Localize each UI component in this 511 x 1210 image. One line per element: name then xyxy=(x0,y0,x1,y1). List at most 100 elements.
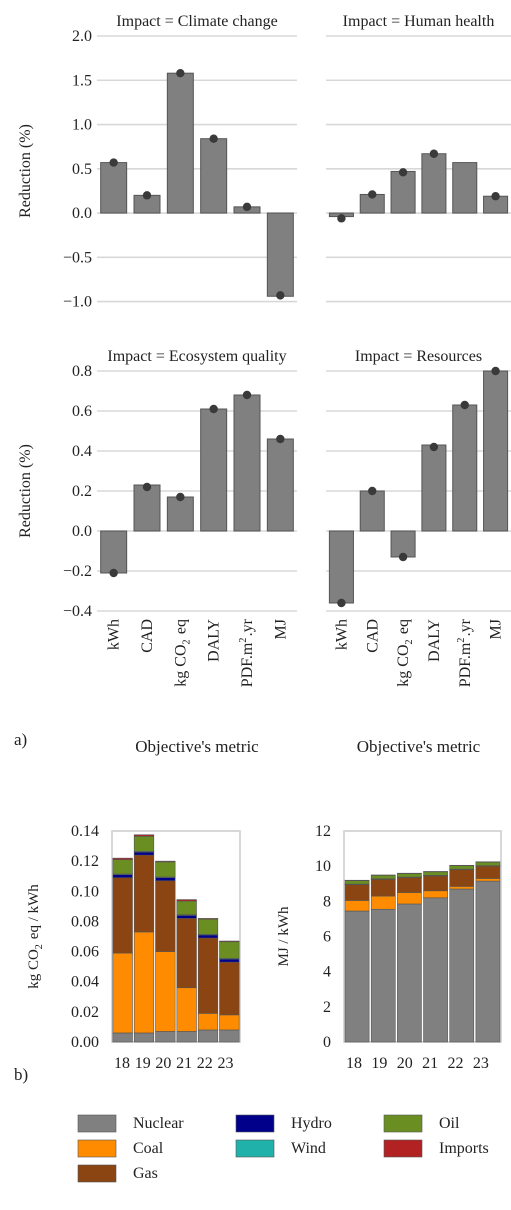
stack-segment xyxy=(197,934,219,939)
point-marker xyxy=(337,598,346,608)
x-tick-label: 19 xyxy=(371,1055,387,1072)
stack-segment xyxy=(176,915,197,919)
x-tick-label: 21 xyxy=(422,1055,438,1072)
x-tick-label: kg CO2 eq xyxy=(172,619,192,687)
stack-segment xyxy=(133,834,155,837)
stack-segment xyxy=(344,900,370,912)
stack-segment xyxy=(370,879,396,897)
text-layer: Impact = Climate change 2.0 1.5 1.0 0.5 0.0 −0… xyxy=(17,13,505,1072)
bar xyxy=(328,530,354,604)
bar xyxy=(133,484,161,532)
bar xyxy=(100,530,128,574)
y-tick-label: 0.06 xyxy=(71,944,99,961)
x-tick-label: 19 xyxy=(135,1055,151,1072)
bar xyxy=(359,490,385,532)
point-marker xyxy=(242,202,252,212)
x-tick-label: CAD xyxy=(139,619,156,653)
legend-label: Imports xyxy=(439,1140,489,1157)
stack-segment xyxy=(475,878,501,882)
frame-layer xyxy=(111,830,502,1043)
stack-segment xyxy=(423,871,448,876)
stack-segment xyxy=(219,958,240,963)
point-marker xyxy=(429,149,439,158)
bar xyxy=(200,408,228,532)
y-tick-label: 1.0 xyxy=(72,117,92,134)
x-tick-label: 23 xyxy=(217,1055,233,1072)
point-marker xyxy=(337,214,346,223)
y-tick-label: 0.08 xyxy=(71,913,99,930)
legend-swatch xyxy=(235,1139,275,1158)
y-tick-label: 4 xyxy=(323,964,331,981)
bar xyxy=(100,162,128,214)
stack-segment xyxy=(155,951,176,1032)
legend: Nuclear Hydro Oil Coal Wind Imports Gas xyxy=(77,1114,489,1183)
stack-segment xyxy=(112,874,133,879)
bar xyxy=(483,370,509,532)
panel-title: Impact = Resources xyxy=(355,348,482,365)
point-marker xyxy=(398,552,408,562)
stack-segment xyxy=(197,918,219,920)
legend-swatch xyxy=(77,1114,117,1133)
stack-segment xyxy=(370,875,396,880)
legend-swatch xyxy=(77,1139,117,1158)
legend-label: Wind xyxy=(291,1140,326,1157)
y-axis-label: MJ / kWh xyxy=(276,906,292,967)
x-tick-label: 20 xyxy=(155,1055,171,1072)
x-tick-label: kWh xyxy=(333,619,350,650)
stack-segment xyxy=(155,880,176,952)
stack-segment xyxy=(219,941,240,959)
point-marker xyxy=(368,190,377,199)
y-tick-label: 0.4 xyxy=(72,443,92,460)
bar xyxy=(266,438,294,532)
y-tick-label: 10 xyxy=(315,858,331,875)
stack-segment xyxy=(155,1031,176,1043)
point-marker xyxy=(491,366,500,376)
stack-segment xyxy=(155,860,176,863)
bar xyxy=(421,444,447,532)
y-tick-label: 0.10 xyxy=(71,883,99,900)
y-tick-label: 2 xyxy=(323,999,331,1016)
y-tick-label: 0.04 xyxy=(71,974,99,991)
stack-segment xyxy=(197,1029,219,1043)
point-marker xyxy=(109,158,118,167)
bar xyxy=(390,170,416,214)
point-marker xyxy=(176,492,185,502)
point-marker xyxy=(176,68,185,78)
point-marker xyxy=(491,192,500,201)
bar xyxy=(166,496,194,532)
x-tick-label: 23 xyxy=(473,1055,489,1072)
stack-segment xyxy=(397,877,422,893)
bar xyxy=(266,212,294,297)
stack-segment xyxy=(197,918,219,935)
bar xyxy=(166,72,194,214)
point-marker xyxy=(429,442,439,452)
x-axis-label: Objective's metric xyxy=(135,737,259,756)
stack-segment xyxy=(423,875,448,892)
plot-frame xyxy=(111,830,241,1043)
x-tick-label: 22 xyxy=(448,1055,464,1072)
legend-swatch xyxy=(383,1114,423,1133)
panel-title: Impact = Human health xyxy=(343,13,495,30)
y-tick-label: 0.6 xyxy=(72,403,92,420)
stack-segment xyxy=(155,861,176,878)
stack-segment xyxy=(133,854,155,933)
y-tick-label: 0.5 xyxy=(72,161,92,178)
x-tick-label: PDF.m2 .yr xyxy=(456,618,474,687)
stack-segment xyxy=(397,892,422,905)
bar xyxy=(452,162,478,214)
point-marker xyxy=(276,434,285,444)
stack-segment xyxy=(423,890,448,899)
y-tick-label: 12 xyxy=(315,823,331,840)
point-marker xyxy=(398,168,408,177)
x-tick-label: 22 xyxy=(197,1055,213,1072)
stack-segment xyxy=(370,908,396,1043)
bar xyxy=(452,404,478,532)
panel-a-label: a) xyxy=(14,730,27,749)
point-marker xyxy=(242,390,252,400)
stack-segment xyxy=(370,895,396,910)
point-marker xyxy=(368,486,377,496)
grid-layer xyxy=(97,35,511,612)
point-marker xyxy=(460,400,469,410)
bar xyxy=(390,530,416,558)
legend-swatch xyxy=(383,1139,423,1158)
